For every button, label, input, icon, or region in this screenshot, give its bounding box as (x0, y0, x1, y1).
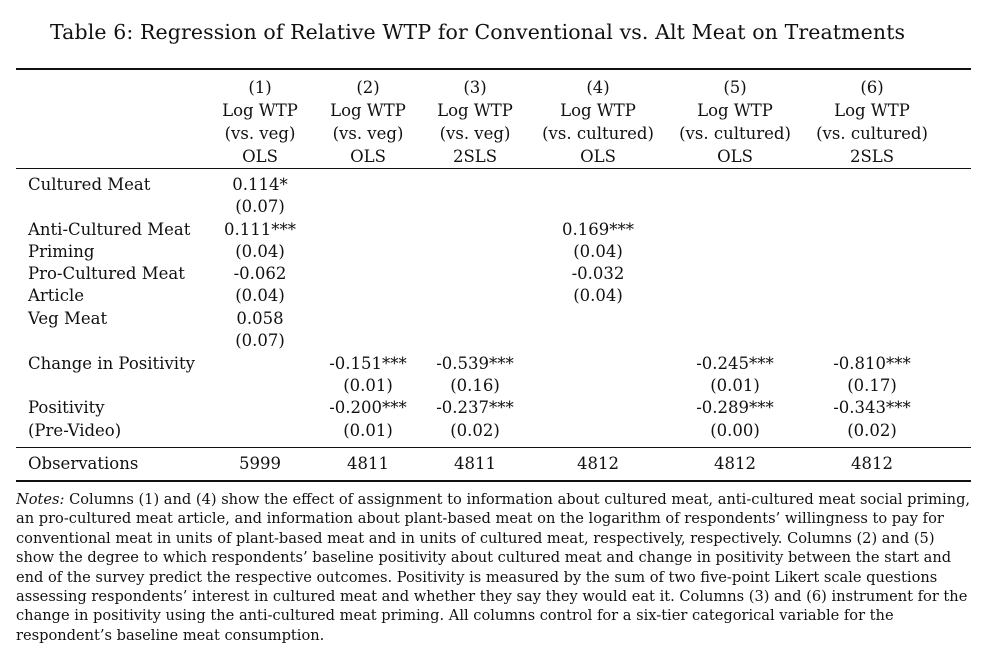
table-cell: (0.16) (450, 376, 500, 395)
column-header-method: 2SLS (849, 147, 895, 166)
table-cell: -0.343*** (833, 398, 911, 417)
column-header-dep: Log WTP (697, 101, 773, 120)
column-header-num: (6) (860, 78, 884, 97)
row-label-positivity: Positivity (28, 398, 105, 417)
column-header-ref: (vs. veg) (439, 124, 511, 143)
row-label-priming: Priming (28, 242, 95, 261)
table-caption: Table 6: Regression of Relative WTP for … (50, 20, 906, 44)
column-header-dep: Log WTP (560, 101, 636, 120)
observations-cell: 4811 (454, 454, 496, 473)
notes-label: Notes: (16, 491, 65, 508)
column-header-ref: (vs. cultured) (679, 124, 791, 143)
table-cell: (0.17) (847, 376, 897, 395)
bottom-rule (16, 480, 971, 482)
table-cell: (0.04) (235, 242, 285, 261)
column-header-method: OLS (717, 147, 753, 166)
column-header-1: (1) Log WTP (vs. veg) OLS (190, 76, 330, 168)
column-header-dep: Log WTP (330, 101, 406, 120)
column-header-4: (4) Log WTP (vs. cultured) OLS (528, 76, 668, 168)
table-cell: (0.00) (710, 421, 760, 440)
row-label-veg-meat: Veg Meat (28, 309, 108, 328)
table-cell: (0.01) (710, 376, 760, 395)
column-header-ref: (vs. cultured) (816, 124, 928, 143)
table-cell: -0.810*** (833, 354, 911, 373)
row-label-pre-video: (Pre-Video) (28, 421, 122, 440)
observations-cell: 5999 (239, 454, 281, 473)
table-cell: (0.01) (343, 376, 393, 395)
notes-text: Columns (1) and (4) show the effect of a… (16, 491, 971, 644)
column-header-num: (2) (356, 78, 380, 97)
table-cell: (0.02) (847, 421, 897, 440)
table-cell: (0.07) (235, 197, 285, 216)
table-cell: -0.151*** (329, 354, 407, 373)
header-rule (16, 168, 971, 169)
table-cell: 0.111*** (224, 220, 296, 239)
table-cell: -0.032 (571, 264, 625, 283)
column-header-ref: (vs. veg) (224, 124, 296, 143)
row-label-pro-cultured-meat: Pro-Cultured Meat (28, 264, 185, 283)
table-cell: -0.245*** (696, 354, 774, 373)
column-header-method: OLS (242, 147, 278, 166)
column-header-2: (2) Log WTP (vs. veg) OLS (298, 76, 438, 168)
column-header-dep: Log WTP (834, 101, 910, 120)
row-label-observations: Observations (28, 454, 139, 473)
column-header-method: OLS (350, 147, 386, 166)
observations-rule (16, 447, 971, 448)
table-cell: (0.04) (573, 242, 623, 261)
row-label-change-in-positivity: Change in Positivity (28, 354, 196, 373)
table-cell: (0.04) (235, 286, 285, 305)
table-cell: -0.289*** (696, 398, 774, 417)
column-header-num: (1) (248, 78, 272, 97)
observations-cell: 4812 (714, 454, 756, 473)
observations-cell: 4812 (577, 454, 619, 473)
row-label-article: Article (28, 286, 84, 305)
column-header-num: (4) (586, 78, 610, 97)
column-header-num: (3) (463, 78, 487, 97)
table-cell: 0.114* (232, 175, 288, 194)
column-header-6: (6) Log WTP (vs. cultured) 2SLS (802, 76, 942, 168)
table-cell: -0.200*** (329, 398, 407, 417)
table-cell: (0.07) (235, 331, 285, 350)
table-notes: Notes: Columns (1) and (4) show the effe… (16, 490, 976, 657)
observations-cell: 4811 (347, 454, 389, 473)
column-header-5: (5) Log WTP (vs. cultured) OLS (665, 76, 805, 168)
table-cell: (0.04) (573, 286, 623, 305)
column-header-3: (3) Log WTP (vs. veg) 2SLS (405, 76, 545, 168)
table-cell: (0.01) (343, 421, 393, 440)
table-cell: -0.237*** (436, 398, 514, 417)
column-header-method: OLS (580, 147, 616, 166)
table-cell: 0.058 (236, 309, 284, 328)
table-cell: -0.539*** (436, 354, 514, 373)
top-rule (16, 68, 971, 70)
row-label-anti-cultured-meat: Anti-Cultured Meat (28, 220, 191, 239)
table-cell: (0.02) (450, 421, 500, 440)
column-header-ref: (vs. cultured) (542, 124, 654, 143)
column-header-dep: Log WTP (222, 101, 298, 120)
table-cell: -0.062 (233, 264, 287, 283)
observations-cell: 4812 (851, 454, 893, 473)
column-header-ref: (vs. veg) (332, 124, 404, 143)
column-header-dep: Log WTP (437, 101, 513, 120)
table-cell: 0.169*** (562, 220, 634, 239)
row-label-cultured-meat: Cultured Meat (28, 175, 151, 194)
column-header-method: 2SLS (452, 147, 498, 166)
column-header-num: (5) (723, 78, 747, 97)
